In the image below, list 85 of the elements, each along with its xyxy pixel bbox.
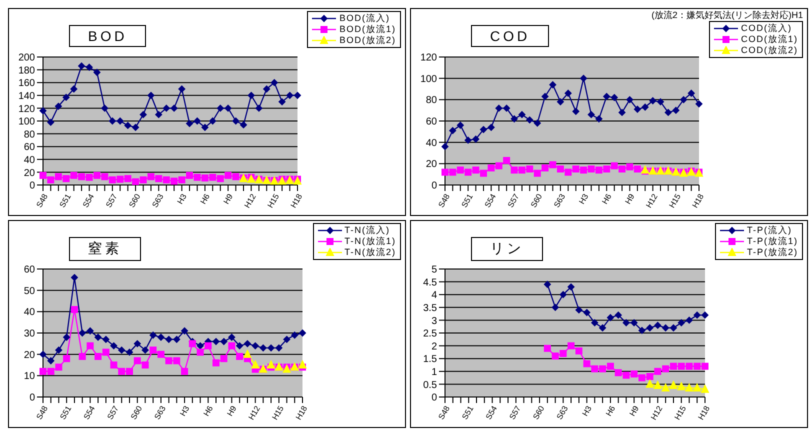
- y-tick-label: 60: [24, 142, 36, 154]
- x-tick-label: S54: [82, 404, 98, 422]
- legend-label: COD(流入): [741, 23, 792, 34]
- x-tick-label: H3: [580, 404, 594, 418]
- y-tick-label: 160: [18, 78, 36, 90]
- x-tick-label: S63: [554, 404, 570, 422]
- x-tick-label: H3: [178, 404, 192, 418]
- y-tick-label: 0.5: [423, 380, 438, 391]
- x-tick-label: S54: [81, 192, 96, 210]
- y-tick-label: 10: [24, 371, 36, 382]
- legend-label: T-P(流入): [746, 225, 792, 236]
- x-tick-label: S60: [529, 192, 544, 210]
- x-tick-label: S51: [58, 192, 74, 210]
- x-tick-label: S63: [150, 192, 166, 210]
- x-tick-label: S63: [152, 404, 168, 422]
- y-tick-label: 140: [18, 90, 36, 102]
- x-tick-label: S48: [436, 404, 452, 422]
- x-tick-label: S63: [552, 192, 568, 210]
- y-tick-label: 1.5: [423, 354, 438, 366]
- x-tick-label: S60: [129, 404, 144, 422]
- y-tick-label: 40: [24, 154, 36, 166]
- chart-title: リン: [471, 237, 543, 261]
- x-tick-label: S60: [531, 404, 546, 422]
- x-tick-label: H9: [225, 404, 239, 418]
- y-tick-label: 2.5: [423, 328, 438, 340]
- x-tick-label: H6: [600, 192, 614, 206]
- x-tick-label: S54: [484, 404, 500, 422]
- y-tick-label: 3: [431, 316, 438, 327]
- y-tick-label: 20: [24, 168, 36, 179]
- x-tick-label: S51: [460, 192, 476, 210]
- y-tick-label: 4.5: [423, 277, 438, 288]
- x-tick-label: S51: [460, 404, 476, 422]
- y-tick-label: 20: [426, 159, 438, 170]
- y-tick-label: 60: [426, 116, 438, 128]
- x-tick-label: H6: [198, 192, 212, 206]
- legend-label: BOD(放流1): [339, 24, 396, 35]
- y-tick-label: 100: [420, 74, 438, 85]
- y-tick-label: 200: [18, 52, 36, 64]
- x-tick-label: H3: [577, 192, 590, 206]
- y-tick-label: 40: [426, 138, 438, 149]
- y-tick-label: 5: [431, 264, 438, 276]
- x-tick-label: S51: [58, 404, 74, 422]
- x-tick-label: H6: [202, 404, 216, 418]
- chart-title: 窒素: [69, 237, 141, 261]
- x-tick-label: H9: [222, 192, 235, 206]
- y-tick-label: 30: [24, 328, 36, 340]
- text: (放流2：嫌気好気法(リン除去対応)H1: [651, 9, 803, 22]
- legend-label: COD(放流1): [741, 34, 798, 45]
- y-tick-label: 0: [431, 180, 438, 192]
- y-tick-label: 0: [431, 392, 438, 404]
- y-tick-label: 120: [18, 104, 36, 115]
- x-tick-label: S54: [482, 192, 498, 210]
- y-tick-label: 100: [18, 116, 36, 128]
- legend-label: T-P(放流1): [746, 236, 798, 247]
- x-tick-label: H9: [628, 404, 641, 418]
- y-tick-label: 0: [29, 180, 36, 192]
- x-tick-label: H9: [623, 192, 637, 206]
- x-tick-label: S48: [34, 404, 50, 422]
- y-tick-label: 120: [420, 52, 438, 64]
- y-tick-label: 80: [426, 95, 438, 106]
- legend-label: T-P(放流2): [746, 247, 798, 258]
- y-tick-label: 180: [18, 65, 36, 76]
- chart-title: BOD: [69, 25, 146, 47]
- legend-label: BOD(放流2): [339, 35, 396, 46]
- y-tick-label: 80: [24, 129, 36, 140]
- legend-label: T-N(放流2): [344, 247, 396, 258]
- y-tick-label: 4: [431, 290, 438, 302]
- legend-label: T-N(放流1): [344, 236, 396, 247]
- legend-label: BOD(流入): [339, 13, 390, 24]
- y-tick-label: 3.5: [423, 302, 438, 314]
- x-tick-label: H3: [176, 192, 189, 206]
- x-tick-label: S48: [34, 192, 50, 210]
- legend-label: COD(放流2): [741, 45, 798, 56]
- y-tick-label: 2: [431, 341, 438, 352]
- y-tick-label: 40: [24, 307, 36, 318]
- x-tick-label: S60: [127, 192, 142, 210]
- y-tick-label: 50: [24, 286, 36, 297]
- x-tick-label: H6: [604, 404, 618, 418]
- y-tick-label: 60: [24, 264, 36, 276]
- x-tick-label: S48: [436, 192, 452, 210]
- chart-title: COD: [471, 25, 550, 47]
- y-tick-label: 1: [431, 366, 438, 378]
- y-tick-label: 0: [29, 392, 36, 404]
- y-tick-label: 20: [24, 350, 36, 361]
- legend-label: T-N(流入): [344, 225, 390, 236]
